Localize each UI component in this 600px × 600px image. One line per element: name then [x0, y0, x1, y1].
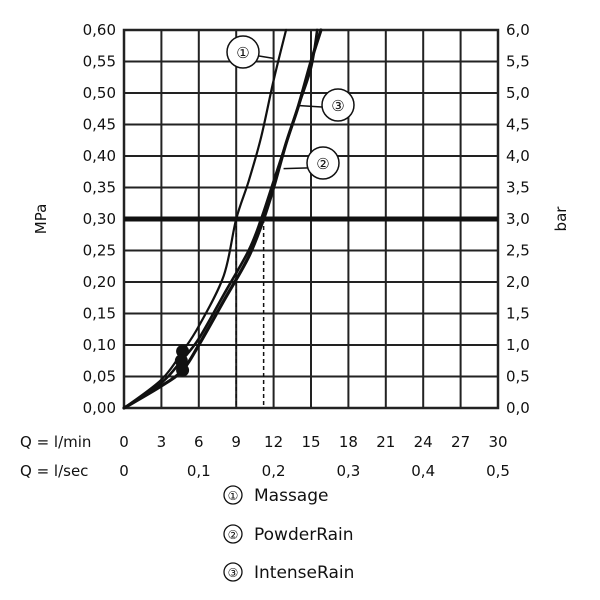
y-tick-label-left: 0,10 — [83, 336, 116, 354]
x-tick-label-lmin: 30 — [488, 433, 507, 451]
y-tick-label-right: 5,0 — [506, 84, 530, 102]
x-tick-label-lmin: 15 — [301, 433, 320, 451]
x-axis-title-lmin: Q = l/min — [20, 433, 91, 451]
legend-marker-circle — [223, 485, 243, 505]
y-axis-title-right: bar — [552, 206, 570, 232]
callout-number-2: ② — [316, 155, 329, 173]
x-tick-label-lmin: 3 — [157, 433, 167, 451]
legend-label: Massage — [254, 486, 328, 506]
y-axis-title-left: MPa — [32, 204, 50, 235]
callout-number-1: ① — [236, 44, 249, 62]
y-tick-label-left: 0,20 — [83, 273, 116, 291]
callout-circle-3 — [321, 88, 355, 122]
y-tick-label-right: 6,0 — [506, 21, 530, 39]
x-tick-label-lsec: 0,1 — [187, 462, 211, 480]
y-tick-label-left: 0,40 — [83, 147, 116, 165]
series-line-massage — [122, 28, 288, 410]
y-tick-label-right: 4,5 — [506, 116, 530, 134]
legend-marker-①: ① — [228, 489, 239, 503]
callout-circle-2 — [306, 146, 340, 180]
y-tick-label-left: 0,45 — [83, 116, 116, 134]
y-tick-label-left: 0,55 — [83, 53, 116, 71]
legend-marker-circle — [223, 524, 243, 544]
x-tick-label-lsec: 0 — [119, 462, 129, 480]
y-tick-label-right: 0,0 — [506, 399, 530, 417]
legend-label: PowderRain — [254, 525, 354, 545]
callout-number-3: ③ — [331, 97, 344, 115]
x-tick-label-lsec: 0,5 — [486, 462, 510, 480]
y-tick-label-left: 0,05 — [83, 368, 116, 386]
legend-marker-circle — [223, 562, 243, 582]
callouts-layer: ① ③ ② — [226, 35, 355, 180]
tick-labels-layer: 0,000,050,100,150,200,250,300,350,400,45… — [83, 21, 530, 480]
y-tick-label-right: 4,0 — [506, 147, 530, 165]
y-tick-label-right: 1,0 — [506, 336, 530, 354]
x-tick-label-lmin: 6 — [194, 433, 204, 451]
legend-marker-②: ② — [228, 528, 239, 542]
y-tick-label-right: 5,5 — [506, 53, 530, 71]
dots-layer — [174, 344, 190, 377]
data-point-dot — [174, 354, 188, 368]
axis-titles-layer: Q = l/min Q = l/sec MPa bar — [20, 204, 570, 480]
y-tick-label-right: 3,5 — [506, 179, 530, 197]
callout-leader-1 — [258, 55, 274, 60]
legend-label: IntenseRain — [254, 563, 354, 583]
x-tick-label-lmin: 9 — [231, 433, 241, 451]
y-tick-label-left: 0,25 — [83, 242, 116, 260]
x-tick-label-lmin: 24 — [414, 433, 433, 451]
x-axis-title-lsec: Q = l/sec — [20, 462, 88, 480]
x-tick-label-lmin: 21 — [376, 433, 395, 451]
callout-circle-1 — [226, 35, 260, 69]
y-tick-label-left: 0,00 — [83, 399, 116, 417]
y-tick-label-right: 1,5 — [506, 305, 530, 323]
y-tick-label-left: 0,50 — [83, 84, 116, 102]
legend-marker-③: ③ — [228, 566, 239, 580]
legend: ① Massage ② PowderRain ③ IntenseRain — [223, 485, 354, 583]
y-tick-label-right: 3,0 — [506, 210, 530, 228]
data-point-dot — [176, 344, 190, 358]
y-tick-label-left: 0,30 — [83, 210, 116, 228]
x-tick-label-lmin: 18 — [339, 433, 358, 451]
x-tick-label-lmin: 12 — [264, 433, 283, 451]
x-tick-label-lsec: 0,2 — [262, 462, 286, 480]
y-tick-label-right: 2,0 — [506, 273, 530, 291]
y-tick-label-left: 0,60 — [83, 21, 116, 39]
x-tick-label-lsec: 0,3 — [336, 462, 360, 480]
x-tick-label-lsec: 0,4 — [411, 462, 435, 480]
drop-lines-layer — [235, 219, 265, 408]
data-point-dot — [176, 363, 190, 377]
y-tick-label-left: 0,15 — [83, 305, 116, 323]
y-tick-label-left: 0,35 — [83, 179, 116, 197]
y-tick-label-right: 2,5 — [506, 242, 530, 260]
x-tick-label-lmin: 27 — [451, 433, 470, 451]
x-tick-label-lmin: 0 — [119, 433, 129, 451]
y-tick-label-right: 0,5 — [506, 368, 530, 386]
